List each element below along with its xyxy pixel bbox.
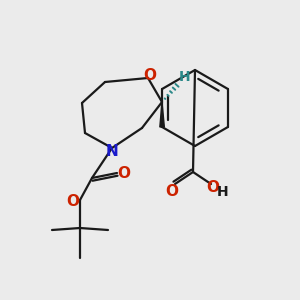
Text: O: O [166,184,178,200]
Polygon shape [160,102,164,127]
Text: H: H [179,70,191,84]
Text: O: O [143,68,157,83]
Text: O: O [118,167,130,182]
Text: H: H [217,185,229,199]
Text: O: O [206,179,220,194]
Text: O: O [67,194,80,209]
Text: N: N [106,143,118,158]
